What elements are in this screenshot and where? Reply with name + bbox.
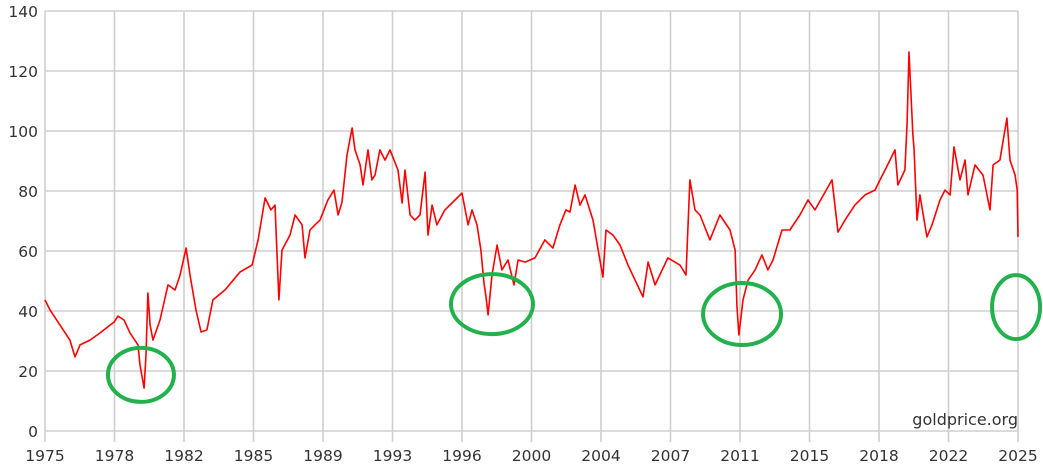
x-tick-label: 2018 [859,447,898,465]
y-axis-labels: 0 20 40 60 80 100 120 140 [8,3,38,441]
y-tick-label: 80 [18,183,38,201]
x-axis-labels: 1975 1978 1982 1985 1989 1993 1996 2000 2004 2007… [25,447,1037,465]
x-tick-label: 1989 [303,447,342,465]
x-tick-label: 1996 [442,447,481,465]
x-tick-label: 2022 [929,447,968,465]
grid [44,10,1019,442]
x-tick-label: 1985 [234,447,273,465]
y-tick-label: 20 [18,363,38,381]
x-tick-label: 2004 [581,447,620,465]
y-tick-label: 60 [18,243,38,261]
x-tick-label: 2011 [720,447,759,465]
x-tick-label: 2015 [790,447,829,465]
series-line [44,51,1019,389]
highlight-circles [105,272,1043,404]
highlight-ellipse [105,345,176,404]
y-tick-label: 40 [18,303,38,321]
x-tick-label: 1993 [373,447,412,465]
x-tick-label: 1978 [95,447,134,465]
x-tick-label: 1975 [25,447,64,465]
highlight-ellipse [990,273,1043,342]
x-tick-label: 2007 [651,447,690,465]
y-tick-label: 0 [28,423,38,441]
highlight-ellipse [448,272,535,337]
highlight-ellipse [701,281,784,347]
y-tick-label: 100 [8,123,38,141]
watermark: goldprice.org [912,410,1018,429]
y-tick-label: 120 [8,63,38,81]
y-tick-label: 140 [8,3,38,21]
x-tick-label: 2000 [512,447,551,465]
x-tick-label: 1982 [164,447,203,465]
x-tick-label: 2025 [998,447,1037,465]
